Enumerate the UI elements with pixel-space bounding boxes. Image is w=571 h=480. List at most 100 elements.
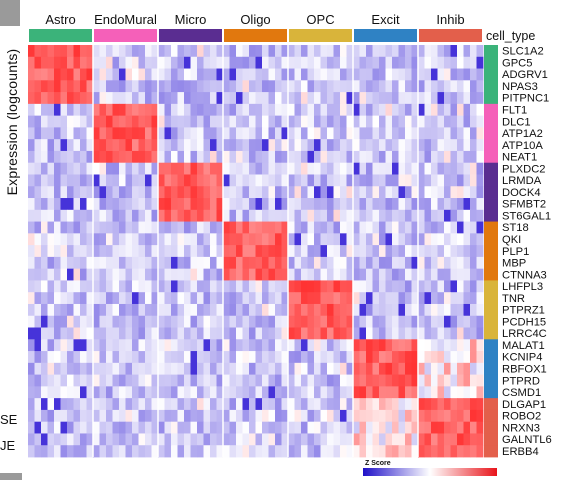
heatmap-cell xyxy=(366,162,373,175)
heatmap-cell xyxy=(73,351,81,364)
heatmap-cell xyxy=(34,398,42,411)
heatmap-cell xyxy=(132,409,139,423)
heatmap-cell xyxy=(392,327,399,340)
heatmap-cell xyxy=(67,268,74,281)
heatmap-cell xyxy=(320,292,328,305)
heatmap-cell xyxy=(385,198,393,211)
heatmap-cell xyxy=(171,162,178,175)
heatmap-cell xyxy=(353,386,360,399)
heatmap-cell xyxy=(314,186,321,199)
heatmap-cell xyxy=(288,174,295,187)
heatmap-cell xyxy=(314,56,321,69)
heatmap-cell xyxy=(190,409,198,423)
heatmap-cell xyxy=(145,127,152,140)
heatmap-cell xyxy=(301,221,308,234)
cropped-edge-box xyxy=(0,0,20,26)
heatmap-cell xyxy=(450,45,458,58)
heatmap-cell xyxy=(288,433,295,446)
heatmap-cell xyxy=(80,315,87,328)
heatmap-cell xyxy=(457,45,464,58)
heatmap-cell xyxy=(86,209,94,222)
heatmap-cell xyxy=(99,245,107,258)
heatmap-cell xyxy=(470,103,477,117)
heatmap-cell xyxy=(255,339,263,352)
heatmap-cell xyxy=(398,186,406,199)
row-annotation-neat1 xyxy=(484,150,498,164)
heatmap-cell xyxy=(359,150,367,164)
heatmap-cell xyxy=(392,139,399,152)
heatmap-cell xyxy=(67,68,74,81)
heatmap-cell xyxy=(210,292,217,305)
heatmap-cell xyxy=(125,268,133,281)
heatmap-cell xyxy=(353,174,360,187)
heatmap-cell xyxy=(236,80,243,93)
heatmap-cell xyxy=(203,374,211,387)
heatmap-cell xyxy=(106,233,113,246)
heatmap-cell xyxy=(255,45,263,58)
heatmap-cell xyxy=(177,327,185,340)
heatmap-cell xyxy=(320,56,328,69)
heatmap-cell xyxy=(340,445,347,458)
heatmap-cell xyxy=(411,150,419,164)
gene-label-sfmbt2: SFMBT2 xyxy=(502,199,546,211)
heatmap-cell xyxy=(262,162,269,175)
heatmap-cell xyxy=(275,445,282,458)
heatmap-cell xyxy=(47,209,55,222)
heatmap-cell xyxy=(190,221,198,234)
heatmap-cell xyxy=(112,351,120,364)
heatmap-cell xyxy=(392,45,399,58)
heatmap-cell xyxy=(437,280,445,293)
heatmap-cell xyxy=(28,103,35,117)
heatmap-cell xyxy=(268,150,276,164)
heatmap-cell xyxy=(210,433,217,446)
heatmap-cell xyxy=(262,209,269,222)
heatmap-cell xyxy=(28,139,35,152)
heatmap-cell xyxy=(93,221,100,234)
heatmap-cell xyxy=(372,386,380,399)
heatmap-cell xyxy=(320,362,328,375)
heatmap-cell xyxy=(184,386,191,399)
row-annotation-st18 xyxy=(484,221,498,234)
heatmap-cell xyxy=(197,139,204,152)
heatmap-cell xyxy=(366,127,373,140)
heatmap-cell xyxy=(262,56,269,69)
row-annotation-ctnna3 xyxy=(484,268,498,281)
heatmap-cell xyxy=(164,56,172,69)
heatmap-cell xyxy=(34,409,42,423)
heatmap-cell xyxy=(216,56,224,69)
heatmap-cell xyxy=(431,315,438,328)
heatmap-cell xyxy=(112,409,120,423)
heatmap-cell xyxy=(125,351,133,364)
heatmap-cell xyxy=(164,433,172,446)
heatmap-cell xyxy=(158,233,165,246)
heatmap-cell xyxy=(190,268,198,281)
heatmap-cell xyxy=(249,233,256,246)
heatmap-cell xyxy=(353,327,360,340)
heatmap-cell xyxy=(145,351,152,364)
heatmap-cell xyxy=(372,398,380,411)
heatmap-cell xyxy=(333,315,341,328)
gene-label-slc1a2: SLC1A2 xyxy=(502,46,544,58)
heatmap-cell xyxy=(379,115,386,128)
gene-label-st6gal1: ST6GAL1 xyxy=(502,210,551,222)
heatmap-cell xyxy=(184,351,191,364)
heatmap-cell xyxy=(34,115,42,128)
heatmap-cell xyxy=(314,327,321,340)
heatmap-cell xyxy=(73,409,81,423)
heatmap-cell xyxy=(138,327,146,340)
heatmap-cell xyxy=(470,398,477,411)
heatmap-cell xyxy=(60,174,68,187)
heatmap-cell xyxy=(158,92,165,105)
heatmap-cell xyxy=(125,386,133,399)
heatmap-cell xyxy=(229,339,237,352)
heatmap-cell xyxy=(385,315,393,328)
heatmap-cell xyxy=(41,56,48,69)
heatmap-cell xyxy=(164,127,172,140)
heatmap-cell xyxy=(67,115,74,128)
heatmap-cell xyxy=(470,374,477,387)
heatmap-cell xyxy=(457,139,464,152)
heatmap-cell xyxy=(164,68,172,81)
heatmap-cell xyxy=(60,280,68,293)
heatmap-cell xyxy=(138,292,146,305)
heatmap-cell xyxy=(229,139,237,152)
